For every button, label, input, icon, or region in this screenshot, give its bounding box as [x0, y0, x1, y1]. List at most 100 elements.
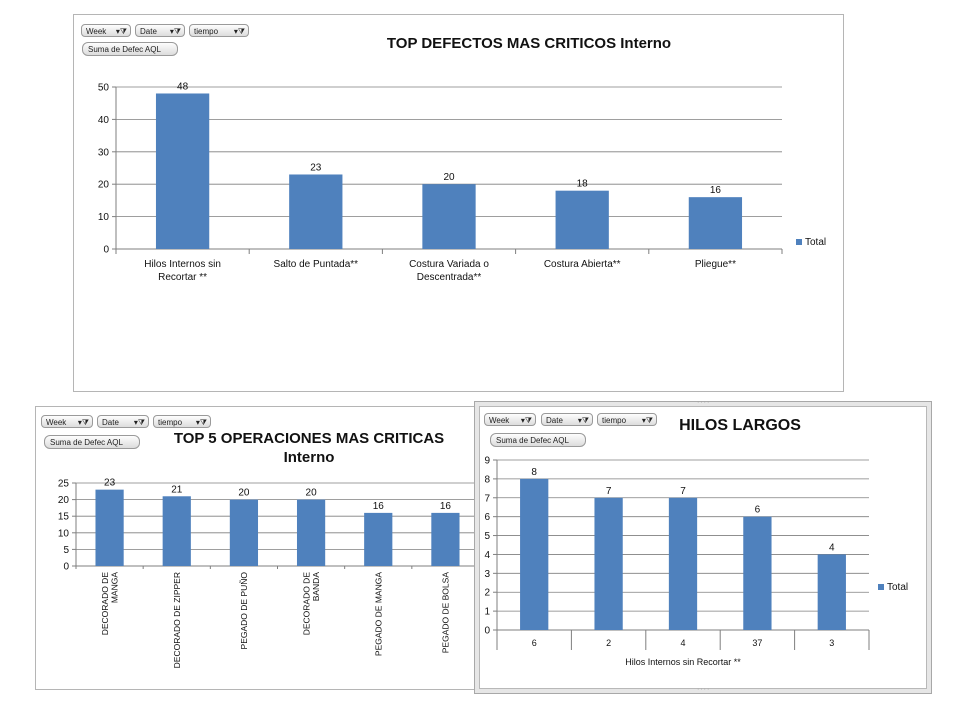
chart-title-line-1: TOP 5 OPERACIONES MAS CRITICAS [173, 430, 445, 447]
bar [520, 478, 549, 630]
filter-icon: ▾⧩ [115, 27, 127, 36]
bar [594, 497, 623, 630]
filter-icon: ▾⧩ [520, 416, 532, 425]
date-filter-button[interactable]: Date ▾⧩ [97, 415, 149, 428]
bar [289, 174, 343, 249]
week-filter-button[interactable]: Week ▾⧩ [484, 413, 536, 426]
y-tick-label: 8 [484, 474, 490, 485]
bar [229, 499, 259, 566]
filter-icon: ▾⧩ [233, 27, 245, 36]
x-category-label: DECORADO DE [301, 572, 311, 636]
data-label: 20 [443, 172, 455, 183]
filter-icon: ▾⧩ [77, 418, 89, 427]
y-tick-label: 2 [484, 588, 490, 599]
x-category-label: 37 [752, 638, 762, 648]
y-tick-label: 15 [58, 512, 70, 523]
x-category-label: 3 [829, 638, 834, 648]
value-field-button[interactable]: Suma de Defec AQL [44, 435, 140, 449]
x-category-label: MANGA [109, 572, 119, 604]
y-tick-label: 6 [484, 512, 490, 523]
x-category-label: Recortar ** [158, 272, 207, 283]
y-tick-label: 5 [484, 531, 490, 542]
data-label: 16 [710, 185, 722, 196]
x-category-label: DECORADO DE ZIPPER [172, 572, 182, 668]
y-tick-label: 3 [484, 569, 490, 580]
data-label: 8 [531, 467, 537, 478]
y-tick-label: 0 [484, 626, 490, 637]
y-tick-label: 10 [98, 212, 110, 223]
date-filter-label: Date [102, 418, 119, 427]
week-filter-label: Week [46, 418, 67, 427]
data-label: 4 [829, 542, 835, 553]
filter-icon: ▾⧩ [641, 416, 653, 425]
y-tick-label: 1 [484, 607, 490, 618]
bar [668, 497, 698, 630]
chart-title: TOP 5 OPERACIONES MAS CRITICAS Interno [144, 429, 474, 467]
week-filter-button[interactable]: Week ▾⧩ [41, 415, 93, 428]
value-field-button[interactable]: Suma de Defec AQL [82, 42, 178, 56]
legend-label: Total [887, 582, 908, 593]
tiempo-filter-label: tiempo [194, 27, 219, 36]
bar [422, 184, 476, 249]
y-tick-label: 30 [98, 147, 110, 158]
tiempo-filter-label: tiempo [602, 416, 627, 425]
resize-handle-bottom[interactable]: ···· [697, 686, 711, 693]
x-category-label: Descentrada** [417, 272, 482, 283]
data-label: 21 [171, 484, 183, 495]
y-tick-label: 20 [98, 180, 110, 191]
week-filter-label: Week [86, 27, 107, 36]
x-category-label: Costura Abierta** [544, 259, 621, 270]
resize-handle-top[interactable]: ···· [697, 399, 711, 406]
x-category-label: PEGADO DE BOLSA [440, 572, 450, 654]
bar [364, 512, 393, 566]
filter-icon: ▾⧩ [169, 27, 181, 36]
date-filter-label: Date [546, 416, 563, 425]
legend-swatch [796, 239, 802, 245]
value-field-button[interactable]: Suma de Defec AQL [490, 433, 586, 447]
tiempo-filter-button[interactable]: tiempo ▾⧩ [189, 24, 249, 37]
x-category-label: Salto de Puntada** [274, 259, 359, 270]
chart-panel-top-operaciones: Week ▾⧩ Date ▾⧩ tiempo ▾⧩ Suma de Defec … [35, 406, 480, 690]
chart-title-line-2: Interno [283, 449, 335, 466]
x-category-label: PEGADO DE PUÑO [239, 572, 249, 650]
bar [162, 496, 191, 566]
date-filter-button[interactable]: Date ▾⧩ [135, 24, 185, 37]
chart-title: TOP DEFECTOS MAS CRITICOS Interno [386, 35, 672, 52]
bar [95, 489, 124, 566]
y-tick-label: 0 [103, 245, 109, 256]
tiempo-filter-button[interactable]: tiempo ▾⧩ [153, 415, 211, 428]
bar [296, 499, 326, 566]
date-filter-button[interactable]: Date ▾⧩ [541, 413, 593, 426]
bar-chart-hilos-largos: 0 1 2 3 4 5 6 7 8 9 8 6 7 2 7 4 6 37 4 3 Hilos Internos sin … [484, 456, 908, 668]
data-label: 20 [306, 488, 318, 499]
chart-panel-top-defectos: Week ▾⧩ Date ▾⧩ tiempo ▾⧩ Suma de Defec … [73, 14, 844, 392]
week-filter-button[interactable]: Week ▾⧩ [81, 24, 131, 37]
chart-title: HILOS LARGOS [679, 417, 801, 434]
x-category-label: Hilos Internos sin [144, 259, 221, 270]
y-tick-label: 4 [484, 550, 490, 561]
data-label: 7 [606, 486, 612, 497]
y-tick-label: 9 [484, 456, 490, 467]
filter-icon: ▾⧩ [195, 418, 207, 427]
x-category-label: Pliegue** [695, 259, 736, 270]
x-category-label: 2 [606, 638, 611, 648]
filter-icon: ▾⧩ [133, 418, 145, 427]
legend-swatch [878, 584, 884, 590]
data-label: 48 [177, 81, 189, 92]
y-tick-label: 0 [63, 562, 69, 573]
bar [743, 516, 772, 630]
bar [431, 512, 460, 566]
tiempo-filter-button[interactable]: tiempo ▾⧩ [597, 413, 657, 426]
bar [555, 190, 609, 249]
y-tick-label: 10 [58, 528, 70, 539]
data-label: 7 [680, 486, 686, 497]
data-label: 23 [310, 162, 322, 173]
data-label: 23 [104, 478, 116, 489]
x-category-label: DECORADO DE [100, 572, 110, 636]
x-category-label: BANDA [311, 572, 321, 602]
week-filter-label: Week [489, 416, 510, 425]
bar [155, 93, 210, 249]
x-category-label: 6 [532, 638, 537, 648]
x-axis-title: Hilos Internos sin Recortar ** [625, 657, 741, 667]
